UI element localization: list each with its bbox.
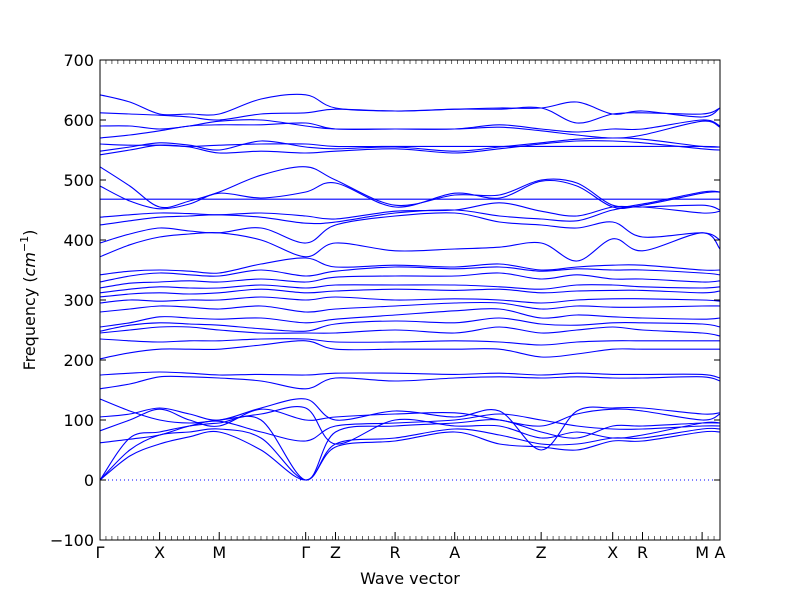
y-axis-title: Frequency (cm−1) [18,230,39,371]
y-tick-label: 400 [63,231,94,250]
band-line-31 [99,143,721,148]
band-line-6 [99,398,721,451]
x-tick-label: M [695,543,709,562]
y-tick-label: 600 [63,111,94,130]
band-line-10 [99,340,720,360]
x-tick-label: Γ [96,543,105,562]
band-line-18 [99,284,721,294]
band-line-19 [99,272,721,289]
y-tick-label: 700 [63,51,94,70]
band-line-17 [99,288,721,298]
band-line-13 [99,317,721,332]
y-tick-label: 300 [63,291,94,310]
band-line-35 [99,93,721,118]
x-tick-label: X [607,543,618,562]
band-line-7 [99,398,721,445]
x-tick-label: Z [536,543,547,562]
band-line-23 [99,212,721,244]
band-line-8 [99,375,721,390]
band-line-20 [99,266,721,283]
band-line-27 [99,179,721,210]
x-tick-label: R [637,543,648,562]
x-axis-title: Wave vector [360,569,460,588]
band-line-1 [99,430,721,481]
y-tick-label: −100 [50,531,94,550]
band-line-28 [99,166,721,209]
x-tick-label: A [715,543,726,562]
band-line-21 [99,257,721,276]
y-tick-label: 100 [63,411,94,430]
band-line-4 [99,413,721,444]
x-tick-label: Γ [301,543,310,562]
band-line-5 [99,408,721,432]
y-tick-label: 0 [84,471,94,490]
x-tick-label: R [390,543,401,562]
x-tick-label: A [449,543,460,562]
band-line-9 [99,371,721,379]
x-tick-label: X [154,543,165,562]
band-line-16 [99,296,721,304]
band-line-15 [99,301,721,313]
x-tick-label: M [212,543,226,562]
y-tick-label: 500 [63,171,94,190]
band-line-3 [99,415,721,481]
x-tick-label: Z [330,543,341,562]
band-line-12 [99,326,721,337]
band-line-22 [99,231,721,262]
band-line-14 [99,308,721,328]
plot-area [99,93,721,481]
band-line-33 [99,119,721,133]
y-tick-label: 200 [63,351,94,370]
band-line-11 [99,338,720,346]
